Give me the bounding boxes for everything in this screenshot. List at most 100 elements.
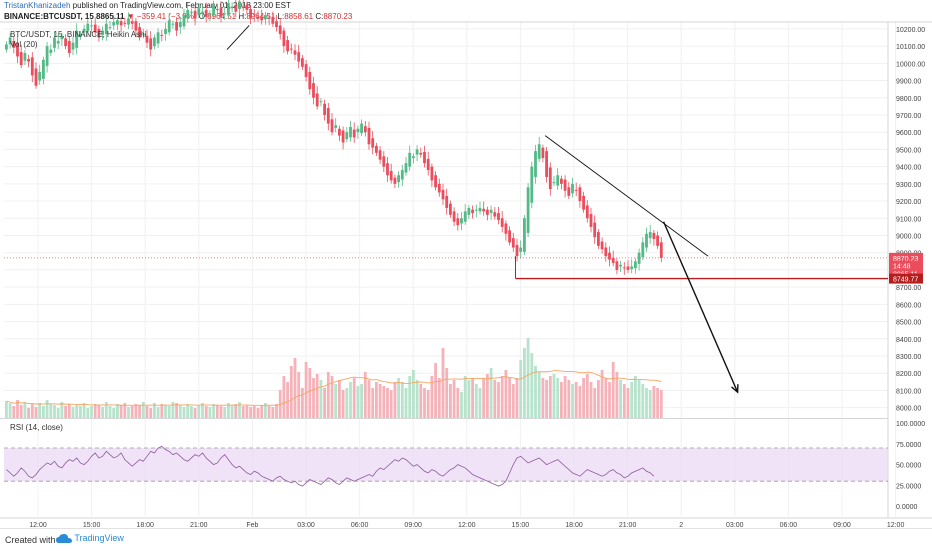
- candle-body: [574, 189, 578, 191]
- volume-bar: [378, 384, 382, 418]
- volume-bar: [615, 372, 619, 418]
- candle-body: [508, 230, 511, 243]
- candle-body: [264, 15, 267, 20]
- price-tick-label: 8600.00: [896, 302, 921, 309]
- candle-body: [656, 235, 659, 246]
- candle-body: [604, 247, 608, 257]
- candle-body: [227, 3, 230, 16]
- chart-canvas[interactable]: 10200.00 10100.00 10000.00 9900.00 9800.00 97…: [0, 0, 932, 528]
- main-legend-title: BTC/USDT, 15, BINANCE, Heikin Ashi: [10, 30, 147, 39]
- candle-body: [186, 9, 190, 19]
- candle-body: [404, 163, 408, 173]
- candle-body: [352, 129, 356, 138]
- candle-body: [119, 21, 123, 26]
- volume-bar: [449, 384, 452, 418]
- candle-body: [630, 266, 634, 270]
- volume-bar: [286, 382, 289, 418]
- volume-bar: [578, 386, 582, 418]
- low-label: L:: [277, 12, 285, 21]
- candle-body: [67, 40, 71, 53]
- volume-bar: [463, 376, 467, 418]
- candle-body: [23, 52, 27, 61]
- candle-body: [489, 209, 493, 214]
- volume-bar: [75, 405, 79, 418]
- volume-bar: [467, 380, 471, 418]
- time-tick-label: 09:00: [404, 522, 422, 528]
- volume-bar: [190, 406, 193, 418]
- candle-body: [308, 71, 312, 90]
- volume-bar: [134, 404, 138, 418]
- candle-body: [315, 93, 319, 107]
- price-tick-label: 8000.00: [896, 406, 921, 413]
- candle-body: [127, 18, 130, 25]
- candle-body: [252, 14, 256, 16]
- volume-bar: [27, 408, 30, 418]
- candle-body: [437, 183, 441, 193]
- volume-bar: [375, 382, 378, 418]
- time-tick-label: 21:00: [190, 522, 208, 528]
- candle-body: [330, 119, 334, 133]
- candle-body: [415, 149, 419, 155]
- volume-bar: [145, 406, 149, 418]
- candle-body: [515, 244, 519, 257]
- candle-body: [423, 151, 426, 164]
- volume-bar: [319, 380, 323, 418]
- volume-bar: [193, 408, 197, 418]
- volume-bar: [249, 407, 252, 418]
- candle-body: [608, 252, 611, 260]
- volume-bar: [297, 372, 301, 418]
- candle-body: [301, 58, 304, 67]
- price-tick-label: 9600.00: [896, 130, 921, 137]
- candle-body: [463, 211, 467, 222]
- candle-body: [474, 209, 478, 211]
- price-badge: [889, 273, 923, 284]
- rsi-band: [4, 447, 888, 482]
- volume-bar: [486, 374, 489, 418]
- volume-bar: [215, 405, 219, 418]
- price-tick-label: 9000.00: [896, 233, 921, 240]
- drawings: [4, 25, 888, 394]
- tradingview-logo[interactable]: TradingView: [56, 533, 124, 544]
- volume-bar: [497, 382, 500, 418]
- volume-bar: [567, 380, 571, 418]
- down-arrow-icon: ▼: [126, 12, 135, 21]
- change: −359.41 (−3.9%): [136, 12, 197, 21]
- candle-body: [141, 34, 145, 36]
- volume-bar: [42, 406, 45, 418]
- volume-bar: [101, 407, 104, 418]
- volume-bar: [30, 404, 34, 418]
- axes: 10200.00 10100.00 10000.00 9900.00 9800.00 97…: [29, 27, 925, 528]
- volume-bar: [278, 390, 282, 418]
- price-tick-label: 10000.00: [896, 61, 925, 68]
- volume-bar: [241, 406, 245, 418]
- candle-body: [12, 40, 16, 48]
- volume-bar: [552, 374, 556, 418]
- volume-bar: [508, 378, 511, 418]
- candle-body: [400, 170, 404, 180]
- candle-body: [530, 166, 534, 203]
- candle-body: [164, 28, 167, 35]
- volume-bar: [560, 382, 563, 418]
- candle-body: [545, 151, 548, 177]
- volume-bar: [227, 403, 230, 418]
- candle-body: [208, 13, 212, 15]
- volume-bar: [423, 388, 426, 418]
- candle-body: [234, 4, 238, 12]
- time-tick-label: 06:00: [780, 522, 798, 528]
- volume-bar: [585, 374, 589, 418]
- candle-body: [193, 10, 197, 19]
- candle-body: [389, 170, 393, 181]
- candle-body: [622, 267, 626, 269]
- time-tick-label: 03:00: [297, 522, 315, 528]
- volume-bar: [238, 402, 241, 418]
- candle-body: [56, 40, 60, 44]
- price-badge-label: 14:48: [893, 264, 911, 271]
- candle-body: [519, 247, 523, 252]
- volume-bar: [301, 388, 304, 418]
- candle-body: [267, 17, 271, 19]
- volume-bar: [571, 384, 574, 418]
- volume-bar: [545, 380, 548, 418]
- candle-body: [585, 205, 589, 219]
- author-link[interactable]: TristanKhanizadeh: [4, 1, 71, 10]
- candle-body: [659, 242, 663, 258]
